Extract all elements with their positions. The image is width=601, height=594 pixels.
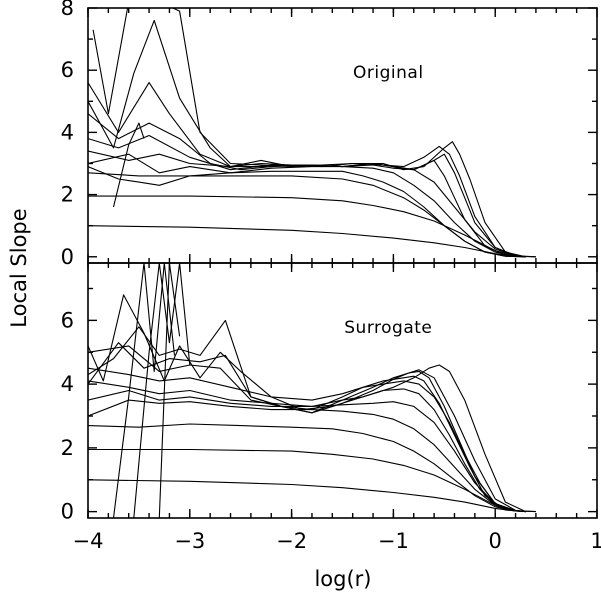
x-tick-label: −3 xyxy=(174,529,205,553)
series-line-9 xyxy=(88,342,526,513)
series-line-10 xyxy=(88,319,526,513)
x-tick-label: −2 xyxy=(276,529,307,553)
series-line-4 xyxy=(88,399,526,513)
series-line-11 xyxy=(92,8,292,168)
panel-surrogate: 0 2 4 6 −4 −3 −2 −1 0 1 Surrogate xyxy=(61,262,601,553)
series-line-11 xyxy=(88,294,526,513)
y-tick-label: 2 xyxy=(61,436,74,460)
series-line-4 xyxy=(88,166,526,258)
panel-annotation: Surrogate xyxy=(344,318,432,338)
series-line-13 xyxy=(133,263,191,518)
series-line-14 xyxy=(158,263,181,518)
series-line-5 xyxy=(88,153,526,258)
x-tick-label: −1 xyxy=(378,529,409,553)
y-tick-label: 0 xyxy=(61,500,74,524)
y-tick-label: 4 xyxy=(61,372,74,396)
y-tick-label: 8 xyxy=(61,0,74,20)
plot-frame xyxy=(87,7,598,264)
series-line-12 xyxy=(112,263,176,518)
series-line-3 xyxy=(88,423,526,513)
series-line-2 xyxy=(88,195,536,258)
plot-frame xyxy=(87,262,598,519)
series-line-1 xyxy=(88,479,536,513)
x-tick-label: 0 xyxy=(489,529,502,553)
series-line-1 xyxy=(88,225,536,258)
y-tick-label: 0 xyxy=(61,245,74,269)
y-tick-label: 4 xyxy=(61,120,74,144)
y-tick-label: 2 xyxy=(61,183,74,207)
x-tick-label: −4 xyxy=(73,529,104,553)
series-line-10 xyxy=(88,19,526,258)
x-tick-label: 1 xyxy=(590,529,601,553)
series-line-12 xyxy=(112,122,145,208)
y-tick-label: 6 xyxy=(61,308,74,332)
panel-annotation: Original xyxy=(353,63,424,83)
series-line-8 xyxy=(88,345,526,513)
series-line-9 xyxy=(88,82,526,258)
series-line-8 xyxy=(88,113,526,258)
y-axis-title: Local Slope xyxy=(7,208,31,327)
y-tick-label: 6 xyxy=(61,58,74,82)
x-axis-title: log(r) xyxy=(314,567,371,591)
series-line-7 xyxy=(88,367,526,513)
panel-original: 0 2 4 6 8 Original xyxy=(61,0,598,269)
